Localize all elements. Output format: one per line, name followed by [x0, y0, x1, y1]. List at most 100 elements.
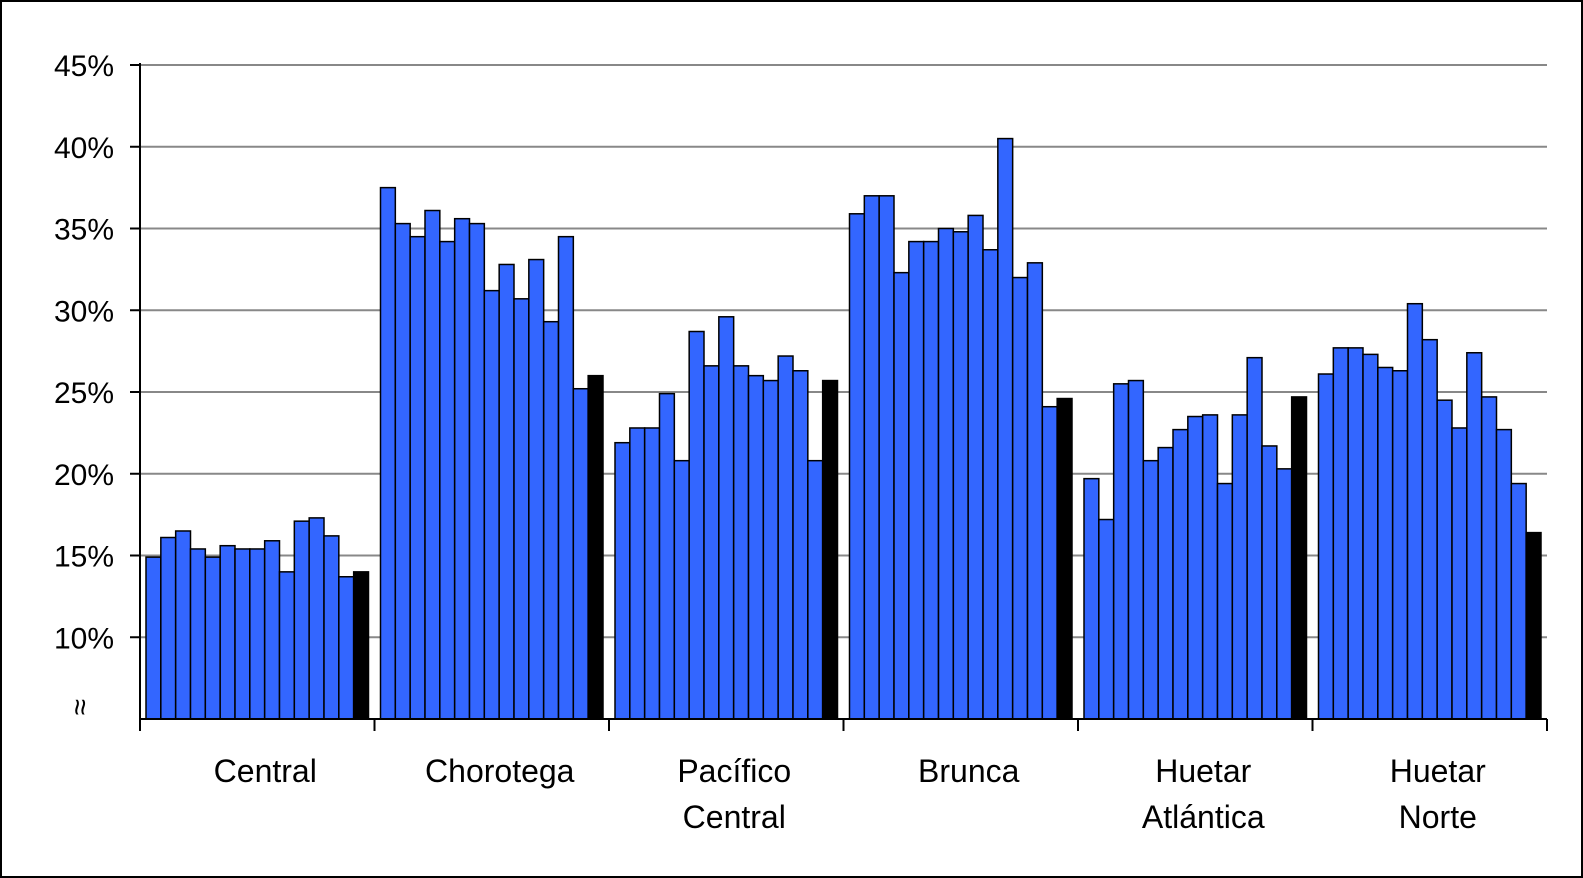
bar — [278, 571, 296, 720]
bar — [1201, 414, 1219, 720]
bar — [614, 441, 631, 720]
axes — [130, 63, 1548, 731]
bar — [1142, 459, 1159, 720]
bar — [1451, 427, 1468, 720]
bar — [394, 222, 411, 720]
bar — [878, 195, 895, 720]
x-category-label: Huetar — [1390, 753, 1486, 789]
bar — [1362, 353, 1379, 720]
bar — [658, 392, 676, 720]
bar — [234, 548, 251, 720]
grid-lines — [140, 64, 1547, 639]
bar — [189, 548, 207, 720]
bar — [937, 227, 955, 720]
x-category-label: Atlántica — [1142, 799, 1265, 835]
bar — [323, 535, 340, 720]
bar — [863, 195, 880, 720]
bar — [1112, 383, 1130, 720]
bar — [777, 355, 794, 720]
bar — [1026, 262, 1044, 720]
bar — [792, 370, 809, 720]
bar-highlight — [821, 379, 839, 720]
bar — [572, 387, 589, 720]
bar — [557, 235, 575, 720]
bar — [922, 240, 940, 720]
bar — [1172, 428, 1189, 720]
axis-break-mark: ≈ — [64, 699, 97, 715]
y-tick-label: 45% — [54, 50, 114, 83]
bar — [967, 214, 984, 720]
x-category-label: Central — [214, 753, 317, 789]
bar — [1041, 405, 1058, 720]
bar-highlight — [1290, 396, 1308, 720]
y-tick-label: 25% — [54, 377, 114, 410]
bar — [1157, 446, 1174, 720]
bar — [1347, 347, 1364, 720]
bar — [1391, 370, 1409, 720]
x-category-label: Norte — [1399, 799, 1477, 835]
bar — [1332, 347, 1349, 720]
y-tick-label: 15% — [54, 541, 114, 574]
bar — [263, 540, 281, 720]
bar — [160, 536, 177, 720]
bars — [145, 137, 1542, 720]
bar — [673, 459, 690, 720]
bar — [1377, 366, 1394, 720]
bar — [1421, 338, 1438, 720]
bar — [338, 576, 355, 720]
x-category-label: Pacífico — [677, 753, 791, 789]
y-tick-label: 10% — [54, 622, 114, 655]
x-category-label: Brunca — [918, 753, 1020, 789]
x-category-label: Huetar — [1155, 753, 1251, 789]
bar — [952, 231, 969, 720]
bar — [718, 316, 735, 720]
bar-highlight — [1525, 531, 1542, 720]
bar — [1231, 414, 1248, 720]
bar — [1480, 396, 1498, 720]
bar — [249, 548, 266, 720]
bar — [513, 298, 530, 720]
bar — [1510, 482, 1527, 720]
bar — [1406, 302, 1424, 720]
bar — [629, 427, 646, 720]
y-tick-label: 30% — [54, 295, 114, 328]
bar — [1436, 399, 1453, 720]
bar — [1246, 356, 1263, 720]
bar — [1216, 482, 1234, 720]
y-tick-label: 40% — [54, 132, 114, 165]
x-category-labels: Central Chorotega Pacífico Central Brunca Hue… — [214, 753, 1486, 835]
x-category-label: Chorotega — [425, 753, 575, 789]
y-tick-labels: 10% 15% 20% 25% 30% 35% 40% 45% ≈ — [54, 50, 114, 715]
bar — [982, 249, 999, 720]
bar — [908, 240, 925, 720]
bar — [703, 365, 720, 720]
bar — [1466, 352, 1483, 720]
bar — [747, 374, 765, 720]
bar — [1495, 428, 1513, 720]
bar — [483, 289, 500, 720]
bar — [204, 556, 221, 720]
bar — [293, 520, 310, 720]
bar — [1098, 518, 1115, 720]
bar — [1083, 477, 1100, 720]
bar-highlight — [587, 374, 604, 720]
bar — [893, 271, 910, 720]
bar — [848, 213, 866, 720]
bar — [439, 240, 456, 720]
y-tick-label: 35% — [54, 214, 114, 247]
bar — [145, 556, 162, 720]
bar — [468, 222, 486, 720]
bar — [528, 258, 545, 720]
bar — [1127, 379, 1145, 720]
bar — [1276, 468, 1293, 720]
bar — [409, 235, 426, 720]
bar — [732, 365, 750, 720]
bar — [688, 330, 705, 720]
bar — [1317, 373, 1335, 720]
bar — [379, 186, 397, 720]
bar — [997, 137, 1014, 720]
bar — [498, 263, 515, 720]
x-category-label: Central — [683, 799, 786, 835]
